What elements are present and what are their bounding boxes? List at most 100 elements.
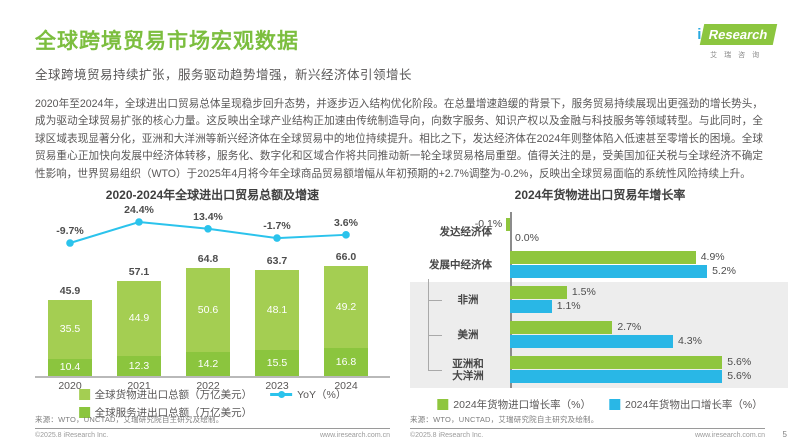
x-axis-tick-label: 2020: [58, 380, 82, 392]
right-chart-title: 2024年货物进出口贸易年增长率: [514, 188, 686, 202]
export-legend-swatch-icon: [609, 399, 620, 410]
footer-divider: [410, 428, 765, 429]
category-label: 发达经济体: [439, 225, 493, 238]
category-label: 发展中经济体: [429, 258, 492, 271]
legend-services-label: 全球服务进出口总额（万亿美元）: [94, 407, 253, 419]
services-bar-segment: 12.3: [117, 355, 161, 376]
page-title: 全球跨境贸易市场宏观数据: [35, 30, 299, 53]
goods-bar-segment: 48.1: [255, 270, 299, 351]
value-bar: [510, 370, 723, 383]
left-chart-title: 2020-2024年全球进出口贸易总额及增速: [105, 188, 320, 202]
logo-caption: 艾瑞咨询: [710, 52, 767, 59]
category-label: 美洲: [457, 328, 479, 341]
goods-legend-swatch-icon: [78, 389, 90, 400]
copyright-text: ©2025.8 iResearch Inc.: [35, 432, 109, 439]
legend-item-services: 全球服务进出口总额（万亿美元）: [78, 405, 253, 420]
bar-value-label: 5.2%: [712, 265, 737, 277]
right-chart-legend: 2024年货物进口增长率（%） 2024年货物出口增长率（%）: [437, 397, 763, 412]
legend-import-label: 2024年货物进口增长率（%）: [453, 399, 591, 411]
yoy-value-label: 3.6%: [334, 216, 358, 229]
goods-bar-segment: 35.5: [48, 299, 92, 359]
x-axis-tick-label: 2024: [334, 380, 358, 392]
legend-yoy-label: YoY（%）: [297, 389, 347, 401]
bar-value-label: -0.1%: [474, 218, 503, 230]
services-bar-segment: 15.5: [255, 350, 299, 376]
category-label: 亚洲和 大洋洲: [452, 357, 484, 382]
x-axis-tick-label: 2022: [196, 380, 220, 392]
x-axis-tick-label: 2021: [127, 380, 151, 392]
legend-row-1: 全球货物进出口总额（万亿美元） YoY（%）: [78, 387, 346, 402]
yoy-value-label: -9.7%: [56, 225, 84, 237]
yoy-value-label: 13.4%: [193, 210, 223, 223]
legend-item-export: 2024年货物出口增长率（%）: [609, 397, 763, 412]
page-number: 5: [782, 430, 787, 439]
website-link: www.iresearch.com.cn: [694, 432, 765, 439]
value-bar: [510, 321, 613, 334]
trade-total-chart: 2020-2024年全球进出口贸易总额及增速 全球货物进出口总额（万亿美元） Y…: [35, 186, 390, 426]
bar-value-label: 0.0%: [515, 232, 539, 244]
yoy-value-label: 24.4%: [124, 204, 154, 216]
bar-total-label: 66.0: [335, 251, 357, 264]
value-bar: [510, 251, 696, 264]
website-link: www.iresearch.com.cn: [319, 432, 390, 439]
value-bar: [510, 356, 723, 369]
logo-wordmark: Research: [700, 24, 778, 45]
bar-value-label: 4.3%: [677, 335, 702, 347]
legend-export-label: 2024年货物出口增长率（%）: [625, 399, 763, 411]
bracket-line-vertical: [428, 279, 429, 370]
category-label: 非洲: [457, 293, 479, 306]
goods-bar-segment: 50.6: [186, 268, 230, 353]
bracket-line-horizontal: [428, 334, 442, 336]
x-axis-line: [35, 376, 390, 378]
bar-total-label: 64.8: [197, 253, 219, 266]
bar-value-label: 2.7%: [617, 321, 642, 333]
import-legend-swatch-icon: [437, 399, 449, 410]
body-paragraph: 2020年至2024年，全球进出口贸易总体呈现稳步回升态势，并逐步迈入结构优化阶…: [35, 98, 763, 180]
bracket-line-horizontal: [428, 369, 442, 371]
left-chart-legend: 全球货物进出口总额（万亿美元） YoY（%） 全球服务进出口总额（万亿美元）: [78, 387, 347, 420]
bracket-line-horizontal: [428, 299, 442, 301]
growth-rate-chart: 2024年货物进出口贸易年增长率 2024年货物进口增长率（%） 2024年货物…: [410, 186, 790, 426]
footer-right: 来源：WTO，UNCTAD，艾瑞研究院自主研究及绘制。 ©2025.8 iRes…: [410, 414, 765, 439]
goods-bar-segment: 44.9: [117, 281, 161, 356]
bar-value-label: 1.1%: [556, 300, 581, 312]
logo-i-letter: i: [694, 24, 703, 45]
copyright-text: ©2025.8 iResearch Inc.: [410, 432, 484, 439]
services-bar-segment: 14.2: [186, 352, 230, 376]
value-bar: [510, 300, 552, 313]
legend-goods-label: 全球货物进出口总额（万亿美元）: [94, 389, 253, 401]
value-bar: [510, 335, 673, 348]
bar-total-label: 57.1: [128, 266, 150, 279]
bar-total-label: 63.7: [266, 255, 288, 268]
value-bar: [510, 265, 708, 278]
yoy-value-label: -1.7%: [263, 220, 291, 233]
bar-value-label: 1.5%: [571, 286, 596, 298]
value-bar: [506, 218, 510, 231]
bar-value-label: 5.6%: [727, 356, 752, 368]
yoy-line-icon: [270, 390, 293, 398]
legend-item-yoy: YoY（%）: [270, 387, 346, 402]
yoy-dot-icon: [277, 390, 285, 398]
services-bar-segment: 16.8: [324, 348, 368, 376]
page-subtitle: 全球跨境贸易持续扩张，服务驱动趋势增强，新兴经济体引领增长: [35, 68, 413, 82]
services-bar-segment: 10.4: [48, 358, 92, 376]
value-bar: [510, 286, 567, 299]
legend-row-2: 全球服务进出口总额（万亿美元）: [78, 405, 347, 420]
bar-total-label: 45.9: [59, 284, 81, 297]
footer-divider: [35, 428, 390, 429]
legend-item-import: 2024年货物进口增长率（%）: [437, 397, 591, 412]
x-axis-tick-label: 2023: [265, 380, 289, 392]
iresearch-logo-mark: i Research: [694, 24, 778, 45]
yoy-line-series: [66, 218, 350, 247]
services-legend-swatch-icon: [78, 407, 90, 418]
source-note: 来源：WTO，UNCTAD，艾瑞研究院自主研究及绘制。: [35, 415, 224, 424]
legend-row: 2024年货物进口增长率（%） 2024年货物出口增长率（%）: [437, 397, 763, 412]
bar-value-label: 4.9%: [700, 251, 725, 263]
goods-bar-segment: 49.2: [324, 266, 368, 349]
source-note: 来源：WTO，UNCTAD，艾瑞研究院自主研究及绘制。: [410, 415, 599, 424]
iresearch-logo: i Research 艾瑞咨询: [694, 24, 778, 60]
footer-left: 来源：WTO，UNCTAD，艾瑞研究院自主研究及绘制。 ©2025.8 iRes…: [35, 414, 390, 439]
legend-item-goods: 全球货物进出口总额（万亿美元）: [78, 387, 253, 402]
bar-value-label: 5.6%: [727, 370, 752, 382]
